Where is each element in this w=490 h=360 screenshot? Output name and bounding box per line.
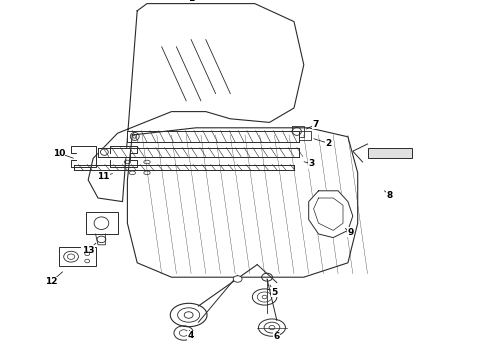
Polygon shape — [309, 191, 353, 238]
Polygon shape — [127, 128, 358, 277]
Text: 8: 8 — [387, 191, 392, 199]
Bar — [59, 247, 96, 266]
Ellipse shape — [233, 276, 242, 282]
Polygon shape — [127, 131, 299, 142]
Polygon shape — [88, 4, 304, 202]
Bar — [368, 148, 412, 158]
Text: 13: 13 — [82, 246, 95, 255]
Text: 5: 5 — [271, 288, 277, 297]
Text: 2: 2 — [325, 139, 331, 148]
Text: 4: 4 — [188, 331, 195, 340]
Polygon shape — [98, 148, 299, 157]
Text: 7: 7 — [313, 120, 319, 129]
Text: 9: 9 — [347, 228, 354, 237]
Text: 1: 1 — [188, 0, 194, 3]
Bar — [86, 212, 118, 234]
Text: 6: 6 — [274, 332, 280, 341]
Text: 11: 11 — [97, 172, 109, 181]
Text: 12: 12 — [45, 277, 58, 286]
Text: 3: 3 — [308, 159, 314, 168]
Text: 10: 10 — [52, 149, 65, 158]
